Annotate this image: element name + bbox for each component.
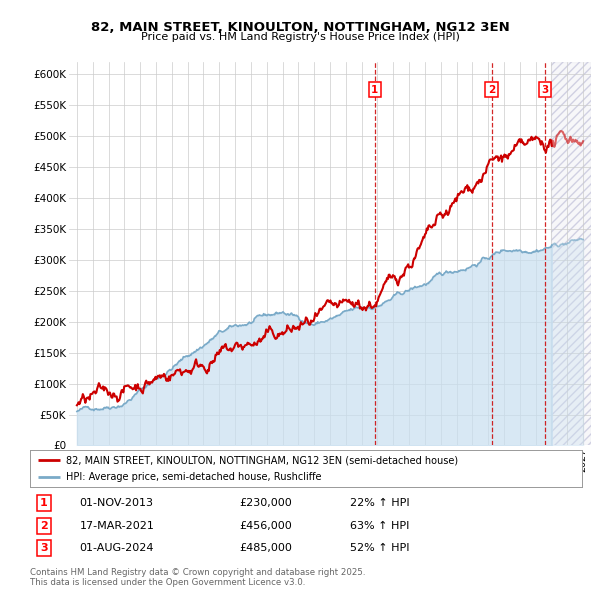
Text: 3: 3 [40, 543, 47, 553]
Text: Price paid vs. HM Land Registry's House Price Index (HPI): Price paid vs. HM Land Registry's House … [140, 32, 460, 42]
Text: 01-NOV-2013: 01-NOV-2013 [80, 498, 154, 508]
Text: 2: 2 [488, 85, 495, 95]
Text: 01-AUG-2024: 01-AUG-2024 [80, 543, 154, 553]
Text: 3: 3 [541, 85, 548, 95]
Bar [551, 62, 591, 445]
Bar [551, 62, 591, 445]
Text: 22% ↑ HPI: 22% ↑ HPI [350, 498, 410, 508]
Text: 1: 1 [40, 498, 47, 508]
Text: 82, MAIN STREET, KINOULTON, NOTTINGHAM, NG12 3EN (semi-detached house): 82, MAIN STREET, KINOULTON, NOTTINGHAM, … [66, 455, 458, 465]
Text: 17-MAR-2021: 17-MAR-2021 [80, 521, 155, 530]
Text: 63% ↑ HPI: 63% ↑ HPI [350, 521, 410, 530]
Text: HPI: Average price, semi-detached house, Rushcliffe: HPI: Average price, semi-detached house,… [66, 472, 322, 482]
Text: Contains HM Land Registry data © Crown copyright and database right 2025.
This d: Contains HM Land Registry data © Crown c… [30, 568, 365, 587]
Text: 2: 2 [40, 521, 47, 530]
Text: 52% ↑ HPI: 52% ↑ HPI [350, 543, 410, 553]
Text: 82, MAIN STREET, KINOULTON, NOTTINGHAM, NG12 3EN: 82, MAIN STREET, KINOULTON, NOTTINGHAM, … [91, 21, 509, 34]
Text: £230,000: £230,000 [240, 498, 293, 508]
Text: 1: 1 [371, 85, 379, 95]
Text: £485,000: £485,000 [240, 543, 293, 553]
Text: £456,000: £456,000 [240, 521, 293, 530]
